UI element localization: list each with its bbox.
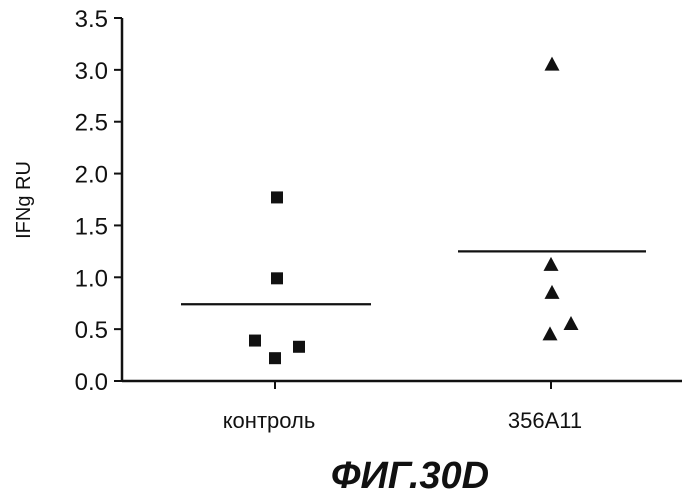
mean-lines xyxy=(181,251,646,304)
y-tick-label: 0.0 xyxy=(75,369,108,396)
y-tick-label: 1.0 xyxy=(75,265,108,292)
y-tick-label: 0.5 xyxy=(75,317,108,344)
y-tick-label: 1.5 xyxy=(75,213,108,240)
figure-label: ФИГ.30D xyxy=(331,455,489,497)
triangle-point xyxy=(545,285,560,299)
x-category-label: контроль xyxy=(223,408,316,433)
y-tick-label: 2.0 xyxy=(75,162,108,189)
triangle-point xyxy=(564,316,579,330)
triangle-point xyxy=(545,57,560,71)
square-point xyxy=(271,191,283,203)
square-point xyxy=(293,341,305,353)
y-ticks: 0.0 0.5 1.0 1.5 2.0 2.5 3.0 3.5 xyxy=(75,6,122,396)
y-tick-label: 2.5 xyxy=(75,110,108,137)
y-tick-label: 3.5 xyxy=(75,6,108,33)
y-tick-label: 3.0 xyxy=(75,58,108,85)
data-points xyxy=(249,57,579,365)
square-point xyxy=(249,335,261,347)
triangle-point xyxy=(543,326,558,340)
x-category-label: 356A11 xyxy=(508,408,582,433)
triangle-point xyxy=(544,257,559,271)
y-axis-label: IFNg RU xyxy=(13,161,35,239)
x-ticks: контроль 356A11 xyxy=(223,381,582,433)
square-point xyxy=(271,272,283,284)
square-point xyxy=(269,352,281,364)
